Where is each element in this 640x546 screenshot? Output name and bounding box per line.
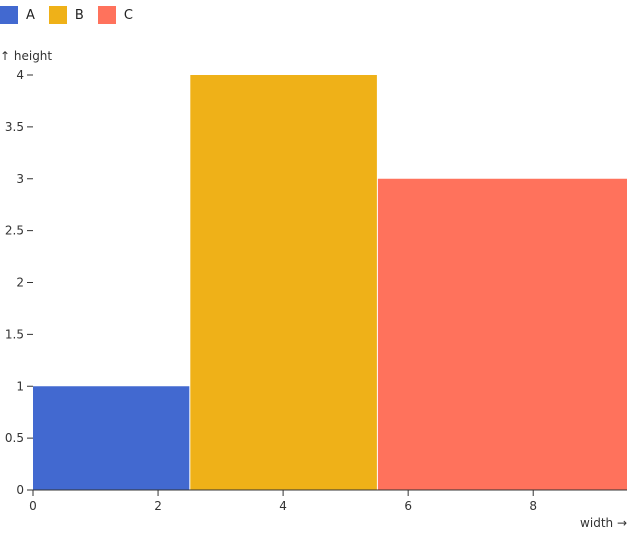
y-tick-label: 3.5 (5, 120, 24, 134)
x-tick-label: 8 (529, 499, 537, 513)
x-axis-label: width → (580, 516, 627, 530)
legend-label: B (74, 7, 84, 23)
y-tick-label: 2 (16, 276, 24, 290)
legend-item-A: A (0, 6, 35, 24)
x-tick-label: 6 (404, 499, 412, 513)
x-tick-label: 2 (154, 499, 162, 513)
legend-label: A (26, 7, 35, 23)
y-tick-label: 1.5 (5, 327, 24, 341)
y-axis-label: ↑ height (0, 49, 52, 63)
y-tick-label: 3 (16, 172, 24, 186)
y-tick-label: 2.5 (5, 224, 24, 238)
y-tick-label: 4 (16, 68, 24, 82)
legend: A B C (0, 6, 133, 24)
bar-A (33, 386, 190, 490)
y-tick-label: 1 (16, 379, 24, 393)
x-tick-label: 4 (279, 499, 287, 513)
y-tick-label: 0 (16, 483, 24, 497)
legend-swatch (97, 6, 116, 24)
bar-C (377, 178, 627, 490)
legend-label: C (123, 7, 133, 23)
x-tick-label: 0 (29, 499, 37, 513)
y-tick-label: 0.5 (5, 431, 24, 445)
bar-B (190, 75, 377, 490)
legend-swatch (48, 6, 67, 24)
legend-item-C: C (97, 6, 133, 24)
legend-item-B: B (48, 6, 84, 24)
legend-swatch (0, 6, 18, 24)
